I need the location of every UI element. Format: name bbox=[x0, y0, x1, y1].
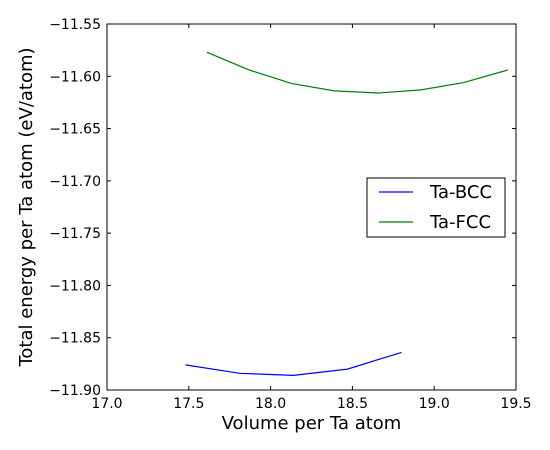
y-tick-label: −11.90 bbox=[49, 383, 101, 399]
x-tick-label: 19.0 bbox=[419, 396, 450, 412]
x-tick-label: 17.5 bbox=[173, 396, 204, 412]
y-tick-label: −11.70 bbox=[49, 174, 101, 190]
axis-ticks: 17.0 17.5 18.0 18.5 19.0 19.5 −11.55 −11.60 −11.… bbox=[49, 17, 531, 412]
legend-label-ta-fcc: Ta-FCC bbox=[429, 212, 491, 233]
y-tick-label: −11.65 bbox=[49, 122, 101, 138]
y-tick-label: −11.85 bbox=[49, 331, 101, 347]
y-axis-label: Total energy per Ta atom (eV/atom) bbox=[16, 47, 37, 367]
x-tick-label: 17.0 bbox=[91, 396, 122, 412]
legend-label-ta-bcc: Ta-BCC bbox=[429, 182, 492, 203]
y-tick-label: −11.60 bbox=[49, 69, 101, 85]
x-tick-label: 19.5 bbox=[500, 396, 531, 412]
series-line-ta-bcc bbox=[185, 351, 402, 377]
legend-box bbox=[366, 177, 506, 238]
y-tick-label: −11.55 bbox=[49, 17, 101, 33]
series-line-ta-fcc bbox=[206, 51, 508, 94]
plot-frame bbox=[106, 23, 517, 391]
legend: Ta-BCC Ta-FCC bbox=[366, 177, 506, 238]
y-tick-label: −11.80 bbox=[49, 278, 101, 294]
x-axis-label: Volume per Ta atom bbox=[222, 413, 402, 434]
y-tick-label: −11.75 bbox=[49, 226, 101, 242]
x-tick-label: 18.0 bbox=[255, 396, 286, 412]
x-tick-label: 18.5 bbox=[337, 396, 368, 412]
plot-area bbox=[185, 51, 508, 377]
